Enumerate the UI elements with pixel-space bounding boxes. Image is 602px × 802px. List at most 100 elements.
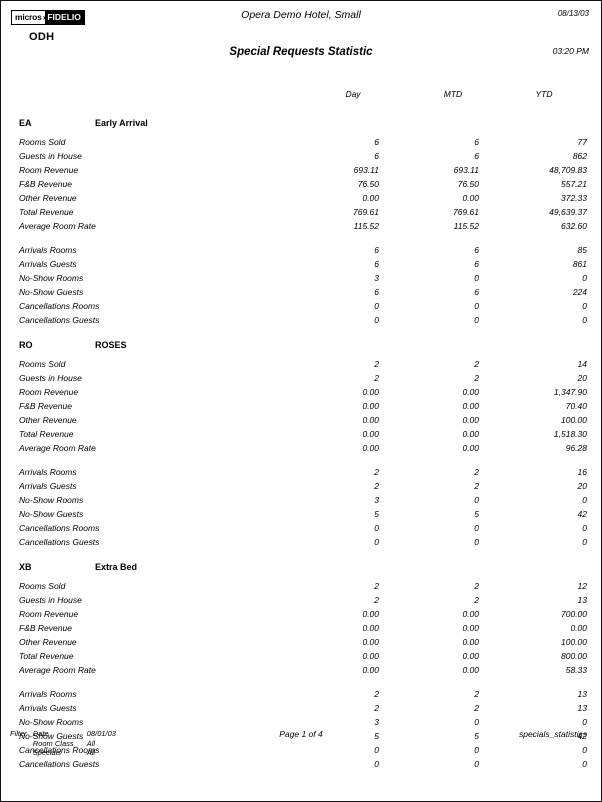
filter-criterion: Specials All xyxy=(33,748,116,758)
cell-ytd: 0 xyxy=(582,745,587,755)
cell-mtd: 0.00 xyxy=(462,387,479,397)
cell-mtd: 0.00 xyxy=(462,665,479,675)
table-row: Average Room Rate 0.00 0.00 96.28 xyxy=(1,441,601,455)
cell-day: 2 xyxy=(374,595,379,605)
cell-ytd: 700.00 xyxy=(561,609,587,619)
cell-mtd: 0 xyxy=(474,495,479,505)
cell-day: 0 xyxy=(374,745,379,755)
row-label: Room Revenue xyxy=(19,165,79,175)
row-spacer-cell xyxy=(1,455,601,465)
table-row: F&B Revenue 0.00 0.00 70.40 xyxy=(1,399,601,413)
cell-ytd: 100.00 xyxy=(561,637,587,647)
cell-mtd: 0.00 xyxy=(462,193,479,203)
cell-ytd: 100.00 xyxy=(561,415,587,425)
cell-day: 6 xyxy=(374,151,379,161)
cell-mtd: 6 xyxy=(474,245,479,255)
row-spacer xyxy=(1,233,601,243)
cell-ytd: 1,518.30 xyxy=(553,429,587,439)
table-row: Total Revenue 769.61 769.61 49,639.37 xyxy=(1,205,601,219)
row-spacer xyxy=(1,549,601,559)
cell-day: 6 xyxy=(374,287,379,297)
table-row: Guests in House 6 6 862 xyxy=(1,149,601,163)
row-label: No-Show Rooms xyxy=(19,273,84,283)
cell-mtd: 0.00 xyxy=(462,609,479,619)
row-spacer-cell xyxy=(1,771,601,781)
cell-ytd: 632.60 xyxy=(561,221,587,231)
cell-mtd: 6 xyxy=(474,137,479,147)
cell-ytd: 0 xyxy=(582,759,587,769)
table-row: Arrivals Guests 2 2 13 xyxy=(1,701,601,715)
row-label: No-Show Rooms xyxy=(19,495,84,505)
cell-ytd: 0 xyxy=(582,273,587,283)
column-header-label xyxy=(1,73,303,115)
cell-mtd: 693.11 xyxy=(453,165,479,175)
table-body: EA Early Arrival Rooms Sold 6 6 77 Guests in H… xyxy=(1,115,601,781)
row-label: Arrivals Guests xyxy=(19,703,77,713)
cell-mtd: 0.00 xyxy=(462,637,479,647)
row-label: Cancellations Rooms xyxy=(19,301,100,311)
table-header: Day MTD YTD xyxy=(1,73,601,115)
row-label: Arrivals Rooms xyxy=(19,467,77,477)
table-row: Rooms Sold 2 2 14 xyxy=(1,357,601,371)
cell-ytd: 1,347.90 xyxy=(553,387,587,397)
cell-mtd: 0.00 xyxy=(462,401,479,411)
cell-ytd: 862 xyxy=(572,151,587,161)
row-label: Arrivals Rooms xyxy=(19,689,77,699)
cell-mtd: 0 xyxy=(474,315,479,325)
cell-mtd: 115.52 xyxy=(453,221,479,231)
cell-ytd: 0 xyxy=(582,523,587,533)
cell-mtd: 0.00 xyxy=(462,415,479,425)
cell-day: 2 xyxy=(374,359,379,369)
cell-mtd: 76.50 xyxy=(457,179,479,189)
group-code: XB xyxy=(19,562,32,572)
cell-day: 0.00 xyxy=(362,609,379,619)
brand-logo-block: micros › FIDELIO ODH xyxy=(11,7,85,43)
group-header-cell: EA Early Arrival xyxy=(1,115,601,135)
cell-day: 0.00 xyxy=(362,193,379,203)
row-label: Room Revenue xyxy=(19,609,79,619)
group-header-row: XB Extra Bed xyxy=(1,559,601,579)
row-label: Arrivals Guests xyxy=(19,259,77,269)
row-label: Cancellations Rooms xyxy=(19,745,100,755)
table-row: No-Show Guests 6 6 224 xyxy=(1,285,601,299)
cell-mtd: 0.00 xyxy=(462,623,479,633)
cell-day: 0.00 xyxy=(362,415,379,425)
cell-ytd: 0 xyxy=(582,315,587,325)
hotel-name: Opera Demo Hotel, Small xyxy=(241,9,361,21)
cell-ytd: 13 xyxy=(577,689,587,699)
row-label: Total Revenue xyxy=(19,429,74,439)
logo-separator-icon: › xyxy=(42,11,46,24)
cell-day: 115.52 xyxy=(353,221,379,231)
cell-day: 76.50 xyxy=(357,179,379,189)
header-time: 03:20 PM xyxy=(552,46,589,56)
footer-filter: Filter Date 08/01/03 Room Class All Specials… xyxy=(10,729,116,758)
report-name: specials_statistics xyxy=(518,729,587,739)
row-label: Cancellations Guests xyxy=(19,759,100,769)
cell-ytd: 48,709.83 xyxy=(549,165,587,175)
row-label: Total Revenue xyxy=(19,651,74,661)
filter-criterion-key: Specials xyxy=(32,748,62,757)
group-name: Early Arrival xyxy=(95,118,148,128)
cell-day: 5 xyxy=(374,731,379,741)
row-label: Cancellations Guests xyxy=(19,315,100,325)
table-row: F&B Revenue 0.00 0.00 0.00 xyxy=(1,621,601,635)
cell-day: 6 xyxy=(374,259,379,269)
cell-ytd: 0 xyxy=(582,717,587,727)
cell-day: 2 xyxy=(374,703,379,713)
cell-day: 5 xyxy=(374,509,379,519)
cell-day: 2 xyxy=(374,689,379,699)
row-label: No-Show Rooms xyxy=(19,717,84,727)
cell-day: 0 xyxy=(374,759,379,769)
group-header-row: EA Early Arrival xyxy=(1,115,601,135)
cell-mtd: 2 xyxy=(474,689,479,699)
cell-ytd: 42 xyxy=(577,509,587,519)
cell-mtd: 0 xyxy=(474,301,479,311)
cell-day: 0.00 xyxy=(362,387,379,397)
table-row: Room Revenue 693.11 693.11 48,709.83 xyxy=(1,163,601,177)
cell-ytd: 13 xyxy=(577,703,587,713)
table-row: Rooms Sold 6 6 77 xyxy=(1,135,601,149)
cell-mtd: 2 xyxy=(474,467,479,477)
column-header-mtd: MTD xyxy=(443,89,463,99)
cell-mtd: 769.61 xyxy=(453,207,479,217)
